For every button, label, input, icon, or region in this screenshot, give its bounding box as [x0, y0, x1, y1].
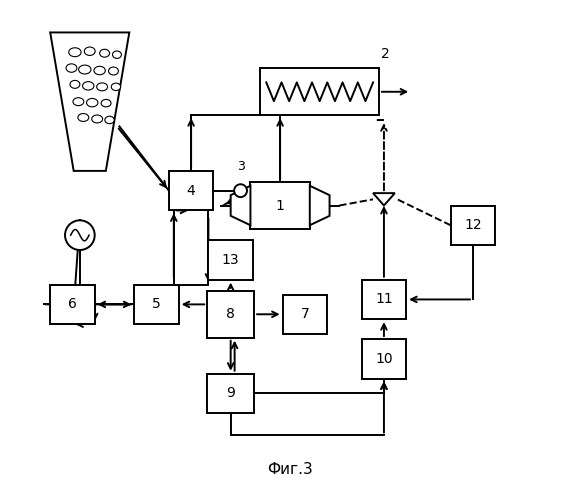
Ellipse shape	[82, 82, 94, 90]
Ellipse shape	[86, 98, 98, 107]
Polygon shape	[50, 32, 129, 171]
Bar	[50, 284, 95, 324]
Text: 8: 8	[226, 308, 235, 322]
Ellipse shape	[108, 67, 118, 75]
Polygon shape	[373, 193, 395, 205]
Bar	[282, 294, 327, 334]
Ellipse shape	[70, 80, 80, 88]
Bar	[260, 68, 379, 116]
Ellipse shape	[92, 115, 103, 123]
Text: 6: 6	[68, 298, 77, 312]
Text: 9: 9	[226, 386, 235, 400]
Bar	[251, 182, 310, 229]
Text: 13: 13	[222, 253, 240, 267]
Polygon shape	[310, 186, 329, 225]
Ellipse shape	[101, 100, 111, 107]
Ellipse shape	[78, 114, 89, 122]
Text: 10: 10	[375, 352, 393, 366]
Text: 1: 1	[276, 198, 285, 212]
Bar	[169, 171, 213, 210]
Text: 4: 4	[187, 184, 195, 198]
Text: 5: 5	[152, 298, 161, 312]
Bar	[207, 374, 254, 413]
Bar	[208, 240, 253, 280]
Ellipse shape	[94, 66, 106, 74]
Circle shape	[65, 220, 95, 250]
Bar	[362, 339, 406, 378]
Text: 12: 12	[464, 218, 482, 232]
Text: 7: 7	[300, 308, 309, 322]
Text: 2: 2	[382, 47, 390, 61]
Circle shape	[234, 184, 247, 197]
Text: Фиг.3: Фиг.3	[267, 462, 313, 477]
Bar	[362, 280, 406, 319]
Text: 3: 3	[237, 160, 245, 173]
Bar	[207, 291, 254, 338]
Ellipse shape	[100, 50, 110, 57]
Ellipse shape	[111, 83, 121, 90]
Ellipse shape	[113, 51, 121, 59]
Ellipse shape	[84, 47, 95, 56]
Polygon shape	[231, 186, 251, 225]
Ellipse shape	[73, 98, 84, 106]
Ellipse shape	[66, 64, 77, 72]
Text: 11: 11	[375, 292, 393, 306]
Ellipse shape	[97, 83, 107, 91]
Ellipse shape	[79, 65, 91, 74]
Ellipse shape	[69, 48, 81, 56]
Ellipse shape	[105, 116, 114, 123]
Bar	[134, 284, 179, 324]
Bar	[451, 206, 495, 245]
